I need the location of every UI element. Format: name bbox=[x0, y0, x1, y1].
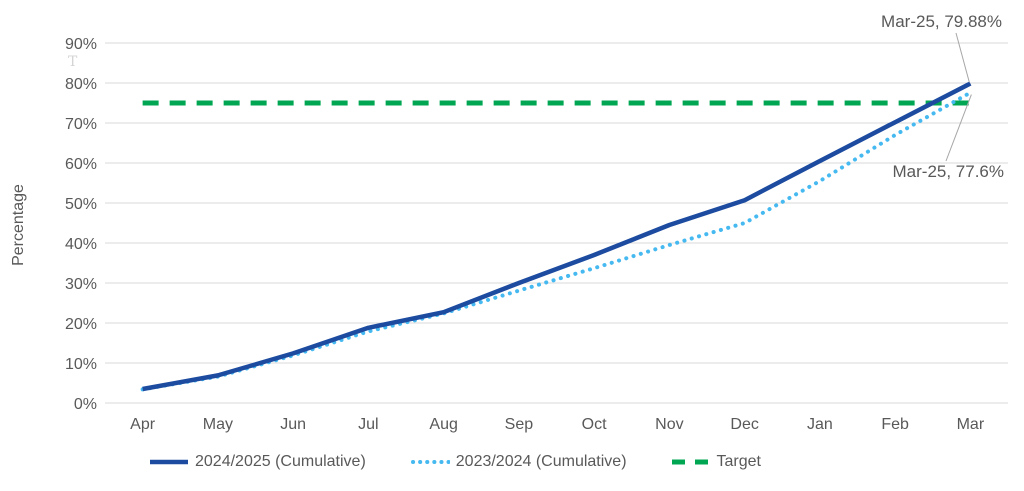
x-tick-label: Apr bbox=[130, 416, 156, 433]
y-tick-label: 50% bbox=[65, 196, 97, 213]
x-tick-label: Sep bbox=[505, 416, 534, 433]
series-line-2024-2025 bbox=[142, 81, 972, 392]
x-tick-label: Aug bbox=[429, 416, 457, 433]
y-tick-label: 40% bbox=[65, 236, 97, 253]
legend-label: Target bbox=[716, 453, 761, 470]
y-tick-label: 70% bbox=[65, 116, 97, 133]
leader-line-top bbox=[955, 32, 970, 83]
legend-item-2024-2025: 2024/2025 (Cumulative) bbox=[149, 453, 366, 471]
y-tick-label: 60% bbox=[65, 156, 97, 173]
dotted-line-swatch-icon bbox=[410, 459, 450, 465]
y-tick-label: 20% bbox=[65, 316, 97, 333]
series-line-2023-2024 bbox=[140, 90, 973, 392]
text-cursor-artifact: T bbox=[68, 54, 78, 70]
y-axis-title: Percentage bbox=[10, 184, 27, 266]
x-tick-label: Dec bbox=[730, 416, 758, 433]
x-tick-label: Jan bbox=[807, 416, 833, 433]
x-tick-label: Jun bbox=[280, 416, 306, 433]
legend-item-2023-2024: 2023/2024 (Cumulative) bbox=[410, 453, 627, 471]
annotation-2023-2024-final: Mar-25, 77.6% bbox=[892, 162, 1005, 181]
x-tick-label: Mar bbox=[957, 416, 985, 433]
x-tick-label: Oct bbox=[582, 416, 607, 433]
y-tick-label: 90% bbox=[65, 36, 97, 53]
leader-line-bottom bbox=[945, 94, 972, 162]
legend-label: 2023/2024 (Cumulative) bbox=[455, 453, 627, 470]
annotation-2024-2025-final: Mar-25, 79.88% bbox=[881, 12, 1002, 31]
legend-label: 2024/2025 (Cumulative) bbox=[195, 453, 366, 470]
y-tick-label: 10% bbox=[65, 356, 97, 373]
chart-legend: 2024/2025 (Cumulative) 2023/2024 (Cumula… bbox=[0, 453, 967, 471]
dashed-line-swatch-icon bbox=[671, 459, 711, 465]
solid-line-swatch-icon bbox=[149, 459, 189, 465]
x-tick-label: Feb bbox=[881, 416, 909, 433]
x-tick-label: May bbox=[203, 416, 233, 433]
y-tick-label: 80% bbox=[65, 76, 97, 93]
x-tick-label: Nov bbox=[655, 416, 683, 433]
legend-item-target: Target bbox=[671, 453, 761, 471]
y-tick-label: 0% bbox=[74, 396, 97, 413]
y-tick-label: 30% bbox=[65, 276, 97, 293]
x-tick-label: Jul bbox=[358, 416, 378, 433]
